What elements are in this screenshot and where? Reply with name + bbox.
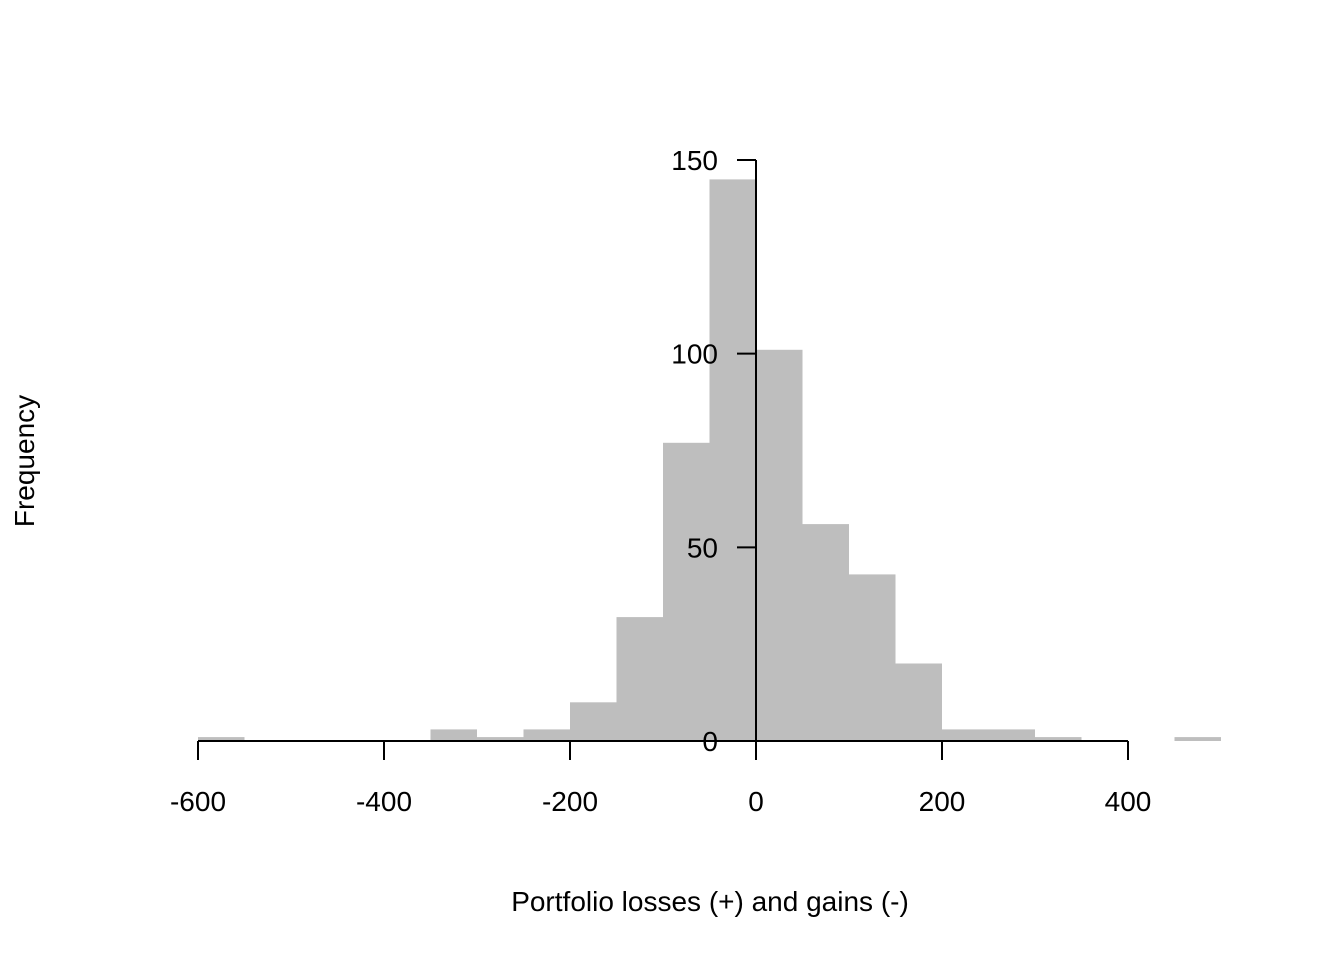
histogram-bar: [1035, 737, 1082, 741]
y-axis-label: Frequency: [9, 395, 40, 527]
y-tick-label: 0: [702, 726, 718, 757]
y-tick-label: 100: [671, 339, 718, 370]
axes-group: -600 -400 -200 0 200 400 0 50 100 150: [170, 145, 1151, 817]
x-tick-label: -200: [542, 786, 598, 817]
histogram-bar: [1174, 737, 1221, 741]
histogram-bar: [430, 729, 477, 741]
x-tick-label: 400: [1105, 786, 1152, 817]
x-tick-label: -400: [356, 786, 412, 817]
histogram-bar: [570, 702, 617, 741]
histogram-bar: [663, 442, 710, 741]
histogram-bar: [802, 524, 849, 741]
y-tick-label: 150: [671, 145, 718, 176]
bars-group: [198, 179, 1221, 741]
histogram-bar: [709, 179, 756, 741]
x-tick-label: -600: [170, 786, 226, 817]
histogram-bar: [616, 617, 663, 741]
x-tick-label: 200: [919, 786, 966, 817]
x-tick-label: 0: [748, 786, 764, 817]
histogram-bar: [198, 737, 245, 741]
y-tick-label: 50: [687, 532, 718, 563]
histogram-bar: [477, 737, 524, 741]
histogram-bar: [756, 349, 803, 741]
x-axis-label: Portfolio losses (+) and gains (-): [511, 886, 909, 917]
histogram-bar: [849, 574, 896, 741]
histogram-bar: [942, 729, 989, 741]
histogram-bar: [523, 729, 570, 741]
histogram-bar: [895, 663, 942, 741]
histogram-bar: [988, 729, 1035, 741]
